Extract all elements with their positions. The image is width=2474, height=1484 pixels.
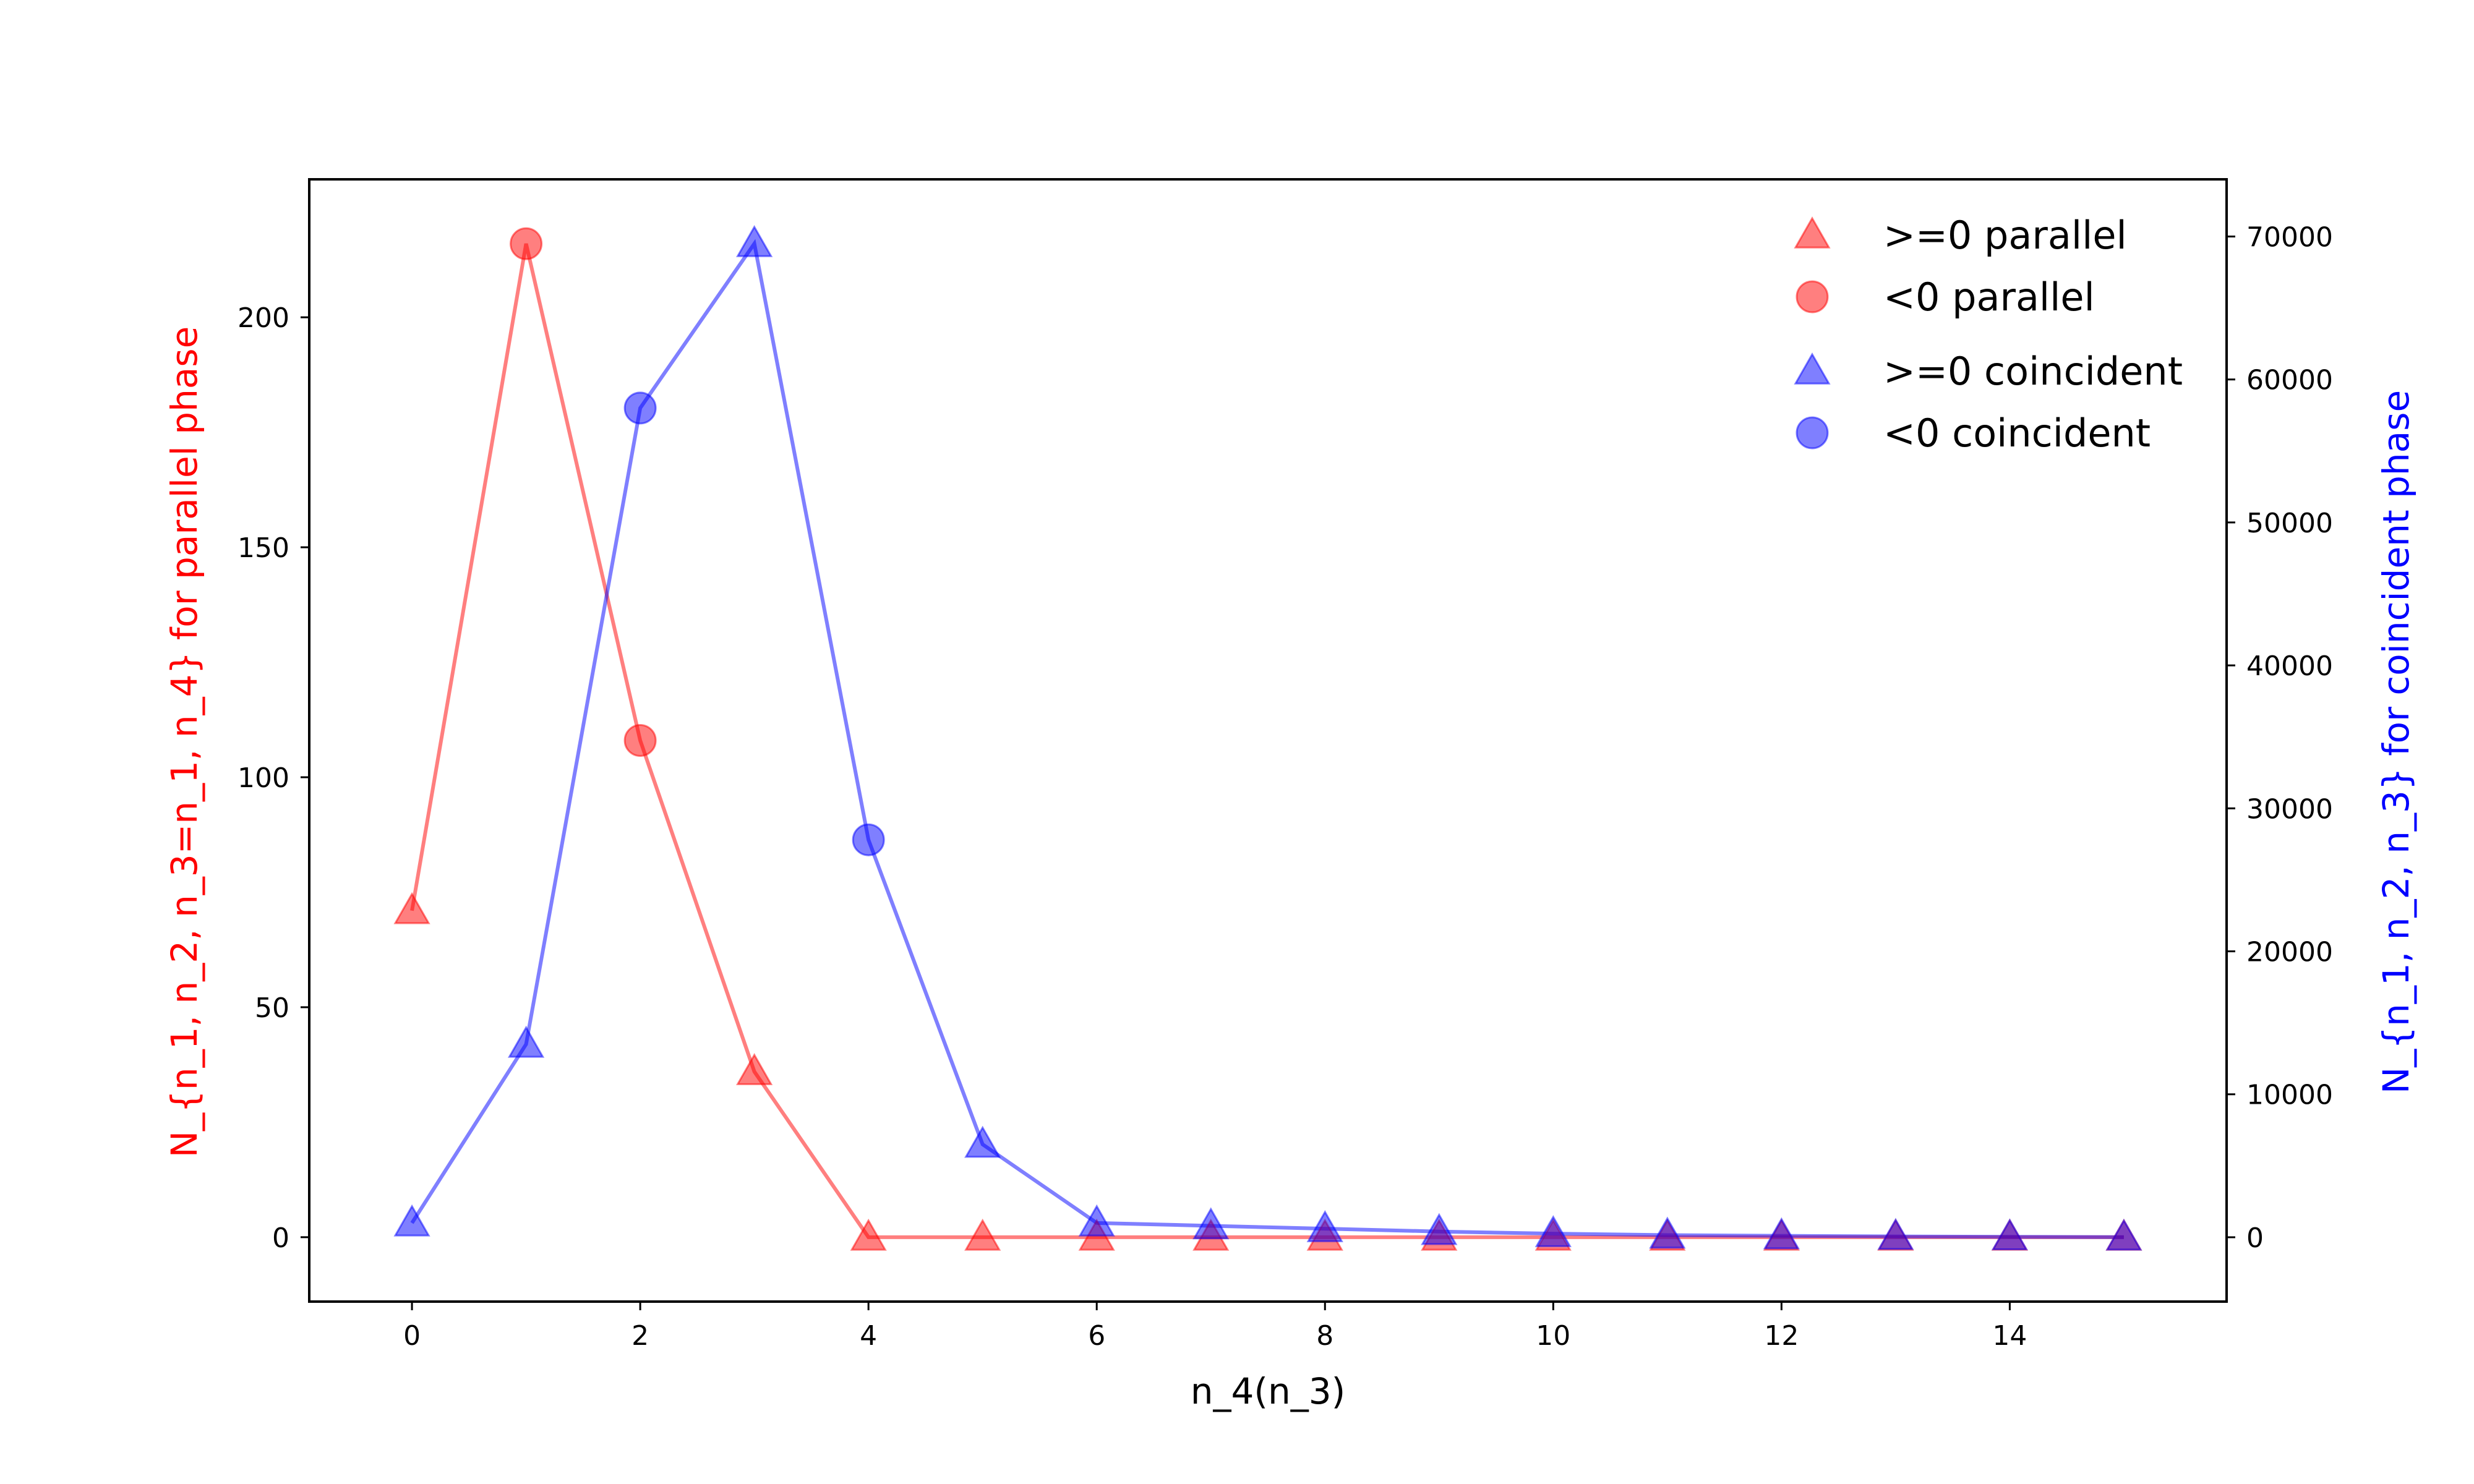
coincident-point [393, 1204, 430, 1237]
right-y-tick-label: 0 [2246, 1222, 2264, 1254]
legend-label: <0 parallel [1883, 275, 2095, 320]
x-tick-label: 0 [403, 1320, 421, 1352]
legend-marker [1796, 416, 1829, 450]
legend-label: >=0 parallel [1883, 213, 2127, 258]
coincident-point [1534, 1215, 1572, 1247]
x-axis-label: n_4(n_3) [1191, 1370, 1346, 1412]
coincident-point [1078, 1204, 1115, 1237]
x-tick-label: 10 [1536, 1320, 1570, 1352]
coincident-point [852, 823, 885, 856]
x-tick-label: 6 [1088, 1320, 1105, 1352]
parallel-point [964, 1218, 1001, 1251]
right-y-axis: 0 10000 20000 30000 40000 50000 60000 70000 [2227, 221, 2333, 1254]
x-tick-label: 8 [1316, 1320, 1333, 1352]
coincident-point [1991, 1218, 2028, 1251]
x-tick-label: 12 [1764, 1320, 1799, 1352]
right-y-tick-label: 20000 [2246, 937, 2333, 968]
left-y-tick-label: 0 [272, 1222, 289, 1254]
right-y-tick-label: 30000 [2246, 793, 2333, 825]
x-tick-label: 4 [860, 1320, 877, 1352]
coincident-point [623, 391, 657, 425]
legend: >=0 parallel <0 parallel >=0 coincident <0 … [1794, 213, 2183, 456]
parallel-point [393, 892, 430, 924]
parallel-point [623, 724, 657, 757]
x-tick-label: 2 [631, 1320, 649, 1352]
parallel-point [850, 1218, 887, 1251]
coincident-point [1192, 1207, 1230, 1240]
coincident-point [1763, 1217, 1800, 1250]
coincident-point [1306, 1210, 1343, 1242]
parallel-point [736, 1053, 773, 1085]
coincident-point [508, 1025, 545, 1058]
right-y-tick-label: 70000 [2246, 221, 2333, 253]
left-y-axis: 0 50 100 150 200 [238, 302, 309, 1254]
coincident-point [2105, 1218, 2142, 1251]
coincident-point [736, 225, 773, 257]
left-y-tick-label: 200 [238, 302, 289, 334]
left-y-axis-label: N_{n_1, n_2, n_3=n_1, n_4} for parallel … [163, 326, 205, 1158]
left-y-tick-label: 150 [238, 532, 289, 564]
left-y-tick-label: 100 [238, 762, 289, 794]
right-y-tick-label: 50000 [2246, 508, 2333, 539]
plot-frame [308, 178, 2228, 1303]
coincident-point [1877, 1217, 1914, 1250]
legend-marker [1794, 216, 1831, 249]
legend-marker [1794, 352, 1831, 385]
x-tick-label: 14 [1992, 1320, 2027, 1352]
coincident-point [964, 1125, 1001, 1158]
coincident-point [1421, 1213, 1458, 1245]
x-axis: 0 2 4 6 8 10 12 14 [403, 1302, 2027, 1352]
series-layer [393, 225, 2142, 1251]
legend-marker [1796, 280, 1829, 313]
right-y-tick-label: 10000 [2246, 1080, 2333, 1111]
coincident-point [1649, 1216, 1686, 1249]
right-y-tick-label: 60000 [2246, 365, 2333, 396]
left-y-tick-label: 50 [255, 992, 289, 1024]
legend-label: <0 coincident [1883, 411, 2151, 456]
legend-label: >=0 coincident [1883, 349, 2183, 394]
parallel-point [510, 227, 543, 260]
coincident-series-line [410, 239, 2124, 1239]
right-y-axis-label: N_{n_1, n_2, n_3} for coincident phase [2375, 390, 2417, 1094]
right-y-tick-label: 40000 [2246, 650, 2333, 682]
